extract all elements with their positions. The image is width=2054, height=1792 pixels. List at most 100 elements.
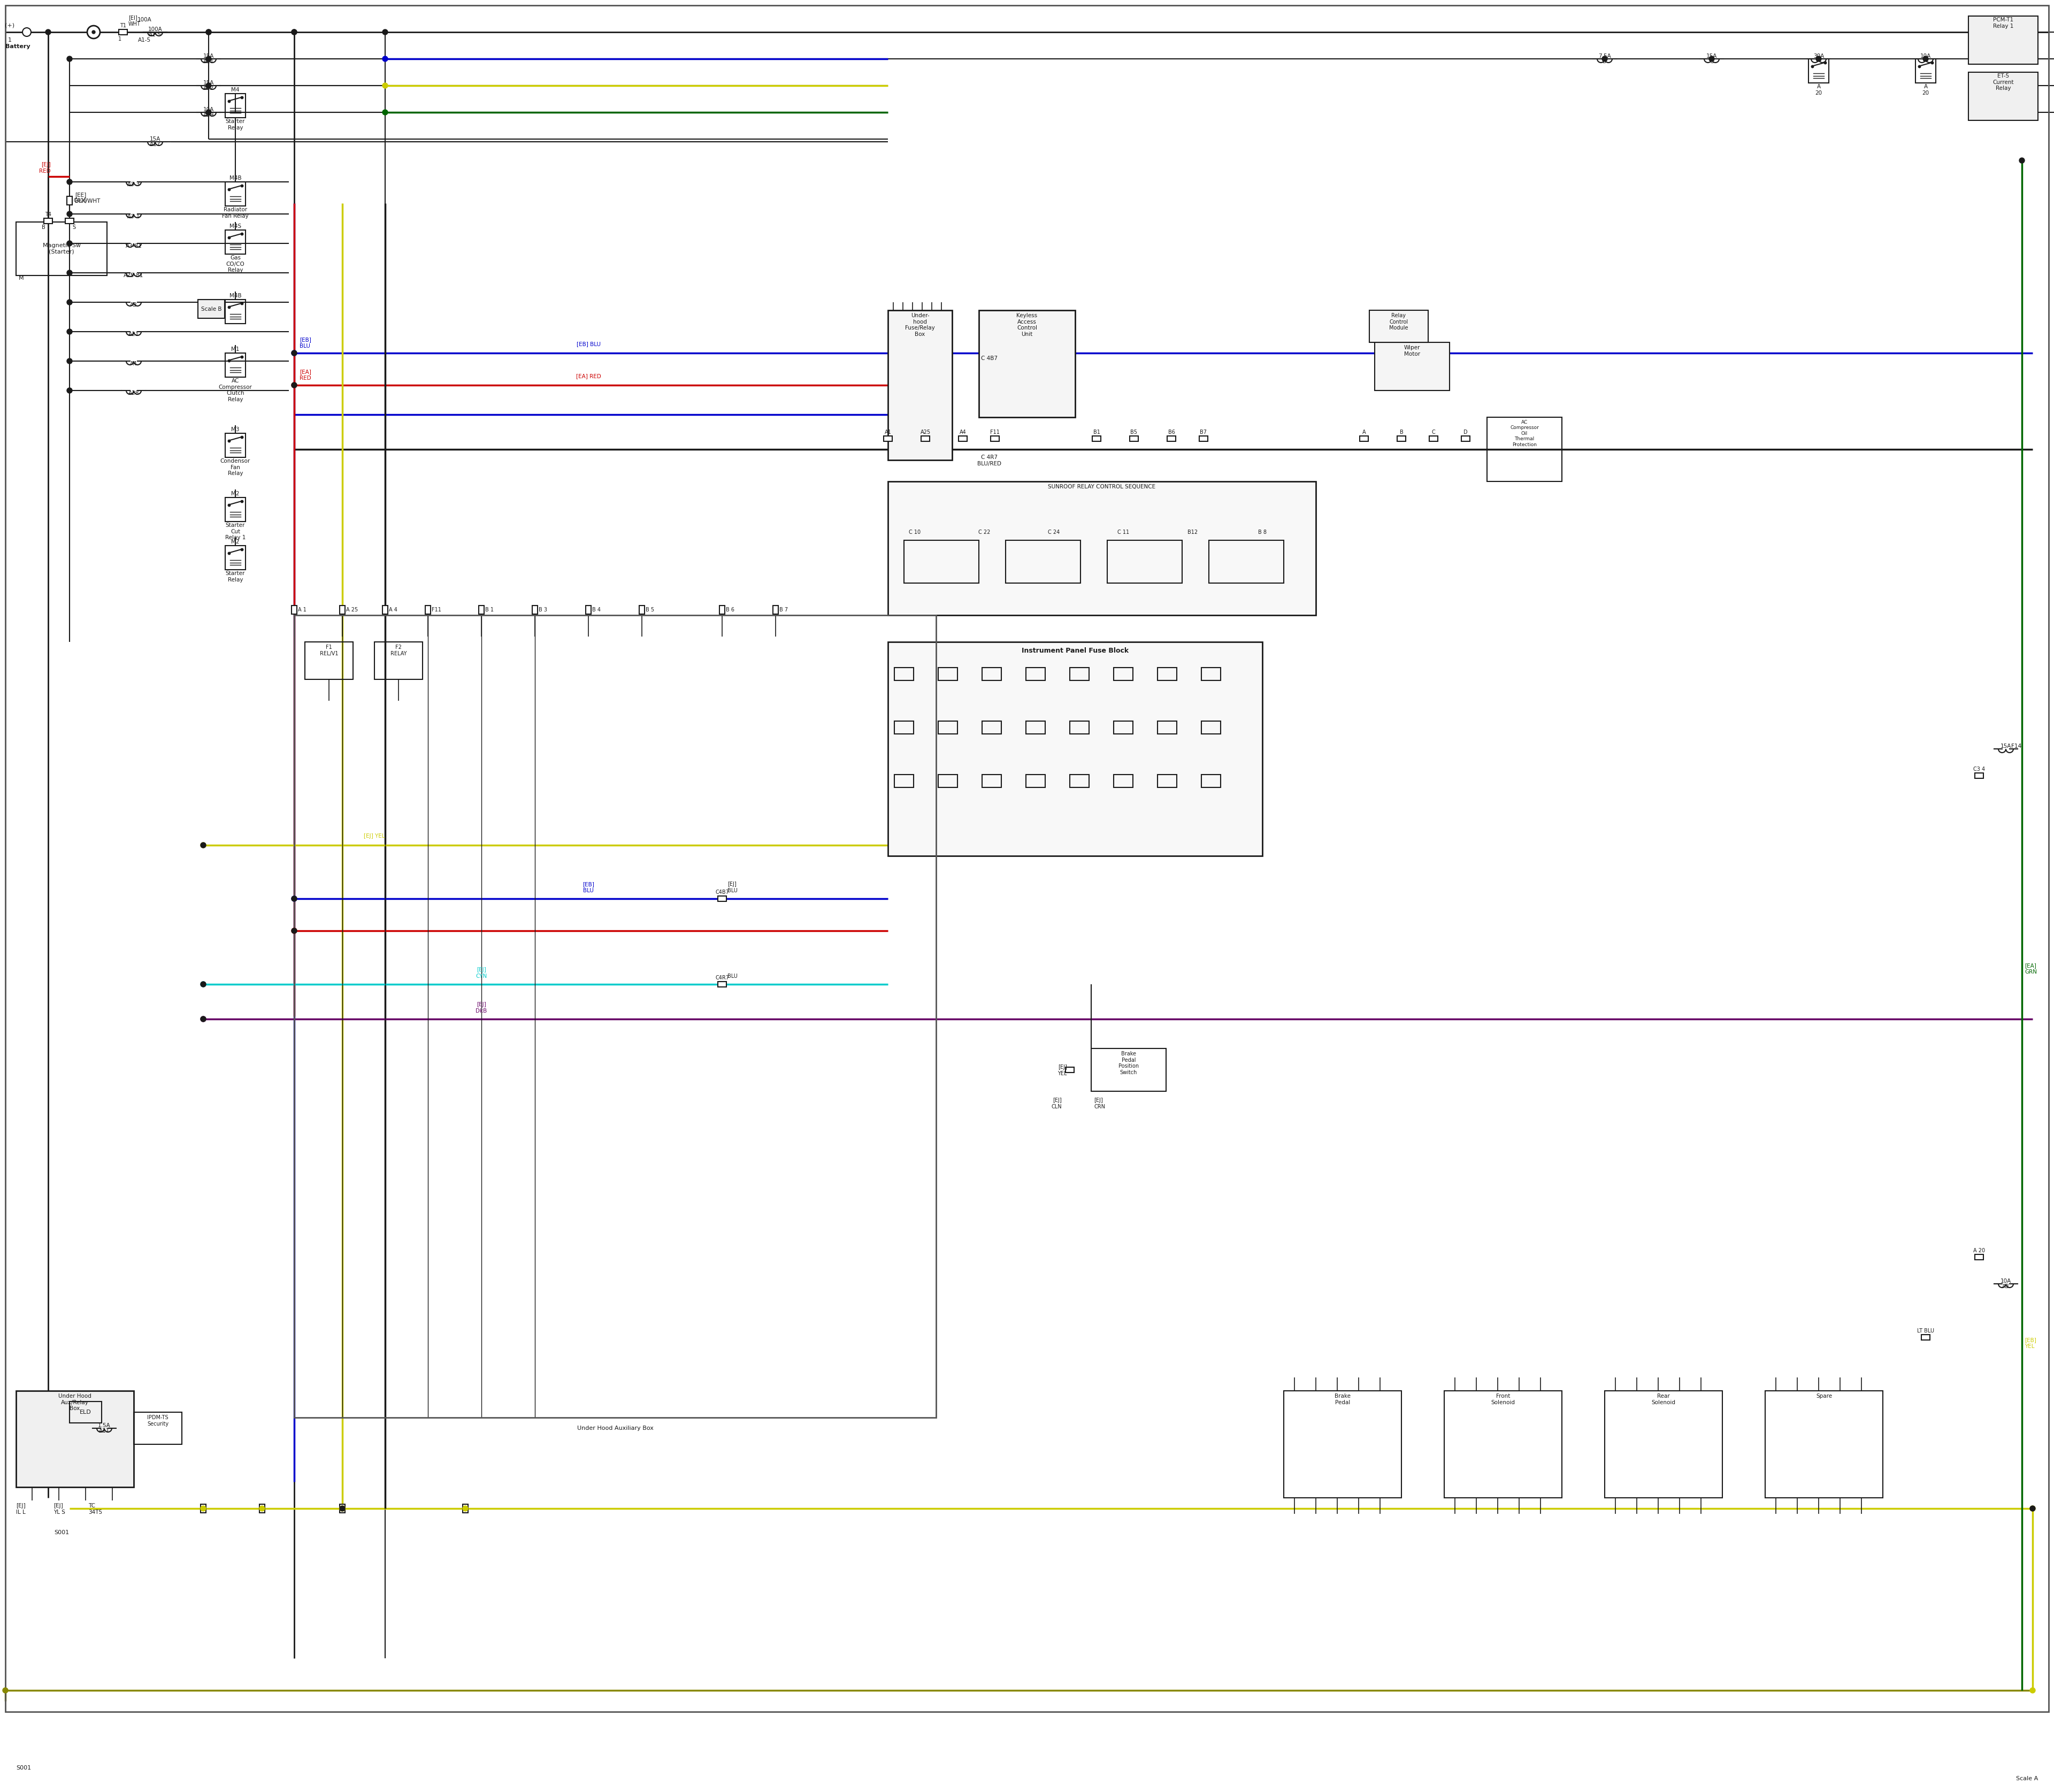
Circle shape	[201, 1016, 205, 1021]
Circle shape	[2029, 1688, 2036, 1693]
Text: Under Hood
Aux/Relay
Box: Under Hood Aux/Relay Box	[58, 1394, 92, 1412]
Bar	[16, 222, 107, 276]
Text: B1: B1	[1093, 430, 1101, 435]
Text: 10A: 10A	[203, 108, 214, 113]
Bar	[1091, 1048, 1167, 1091]
Bar	[1202, 720, 1220, 735]
Bar	[226, 181, 246, 206]
Bar	[1025, 720, 1045, 735]
Text: S001: S001	[53, 1530, 70, 1536]
Bar	[226, 545, 246, 570]
Text: AC
Compressor
Oil
Thermal
Protection: AC Compressor Oil Thermal Protection	[1510, 419, 1538, 446]
Circle shape	[382, 56, 388, 61]
Circle shape	[86, 25, 101, 38]
Bar	[16, 1391, 134, 1487]
Bar	[1460, 435, 1471, 441]
Text: Brake
Pedal: Brake Pedal	[1335, 1394, 1352, 1405]
Circle shape	[1602, 56, 1608, 61]
Bar	[585, 606, 592, 615]
Text: A3: A3	[2003, 1283, 2009, 1288]
Bar	[1025, 774, 1045, 787]
Text: B 7: B 7	[778, 607, 789, 613]
Circle shape	[292, 382, 298, 387]
Bar	[1113, 720, 1134, 735]
Text: A4: A4	[129, 360, 138, 366]
Circle shape	[339, 1505, 345, 1511]
Bar	[959, 435, 967, 441]
Circle shape	[382, 82, 388, 88]
Text: C3 4: C3 4	[1974, 767, 1984, 772]
Bar	[1070, 668, 1089, 681]
Circle shape	[68, 56, 72, 61]
Circle shape	[292, 29, 298, 34]
Bar	[887, 642, 1263, 857]
Text: [EJ]
CLN: [EJ] CLN	[1052, 1098, 1062, 1109]
Circle shape	[45, 29, 51, 34]
Circle shape	[382, 29, 388, 34]
Bar	[1158, 720, 1177, 735]
Text: SUNROOF RELAY CONTROL SEQUENCE: SUNROOF RELAY CONTROL SEQUENCE	[1048, 484, 1156, 489]
Circle shape	[2, 1688, 8, 1693]
Text: C 24: C 24	[1048, 530, 1060, 536]
Bar	[1130, 435, 1138, 441]
Text: C 11: C 11	[1117, 530, 1130, 536]
Text: 100A: 100A	[138, 18, 152, 23]
Bar	[1025, 668, 1045, 681]
Bar	[1974, 1254, 1984, 1260]
Text: A 1: A 1	[298, 607, 306, 613]
Bar	[939, 668, 957, 681]
Bar	[939, 774, 957, 787]
Bar	[1113, 668, 1134, 681]
Text: B5: B5	[1130, 430, 1138, 435]
Circle shape	[68, 179, 72, 185]
Text: Spare: Spare	[1816, 1394, 1832, 1400]
Circle shape	[292, 351, 298, 357]
Text: 1.5A: 1.5A	[99, 1423, 111, 1428]
Text: Under Hood Auxiliary Box: Under Hood Auxiliary Box	[577, 1426, 653, 1432]
Text: A 20: A 20	[1974, 1247, 1984, 1253]
Bar	[1808, 59, 1828, 82]
Bar	[1070, 720, 1089, 735]
Circle shape	[259, 1505, 265, 1511]
Bar	[374, 642, 423, 679]
Text: Starter
Cut
Relay 1: Starter Cut Relay 1	[226, 523, 246, 541]
Text: [EJ]
CYN: [EJ] CYN	[477, 968, 487, 978]
Text: [EB] BLU: [EB] BLU	[577, 340, 600, 346]
Bar	[1604, 1391, 1723, 1498]
Text: A 25: A 25	[345, 607, 357, 613]
Circle shape	[92, 30, 94, 34]
Text: Gas
CO/CO
Relay: Gas CO/CO Relay	[226, 254, 244, 272]
Bar	[920, 435, 930, 441]
Bar	[1202, 774, 1220, 787]
Text: [EA]
RED: [EA] RED	[300, 369, 312, 382]
Text: Front
Solenoid: Front Solenoid	[1491, 1394, 1516, 1405]
Bar	[1202, 668, 1220, 681]
Bar	[982, 668, 1002, 681]
Text: Relay
Control
Module: Relay Control Module	[1389, 314, 1409, 332]
Bar	[1974, 772, 1984, 778]
Bar	[68, 197, 72, 204]
Text: TC
34T5: TC 34T5	[88, 1503, 103, 1514]
Circle shape	[201, 982, 205, 987]
Text: [EJ]
IL L: [EJ] IL L	[16, 1503, 25, 1514]
Bar	[980, 310, 1074, 418]
Text: M2: M2	[232, 539, 240, 545]
Text: M2: M2	[232, 491, 240, 496]
Text: C: C	[1432, 430, 1436, 435]
Bar	[717, 896, 727, 901]
Bar	[226, 299, 246, 324]
Text: Rear
Solenoid: Rear Solenoid	[1651, 1394, 1676, 1405]
Bar	[134, 1412, 183, 1444]
Bar	[1107, 539, 1183, 582]
Text: A25-81: A25-81	[123, 272, 144, 278]
Bar	[1113, 774, 1134, 787]
Text: 1: 1	[119, 36, 121, 41]
Circle shape	[68, 271, 72, 276]
Bar	[1006, 539, 1080, 582]
Text: A11: A11	[99, 1428, 109, 1434]
Text: C406: C406	[74, 197, 86, 202]
Text: [EB]
BLU: [EB] BLU	[583, 882, 594, 894]
Text: A3: A3	[129, 303, 138, 308]
Circle shape	[292, 896, 298, 901]
Circle shape	[68, 299, 72, 305]
